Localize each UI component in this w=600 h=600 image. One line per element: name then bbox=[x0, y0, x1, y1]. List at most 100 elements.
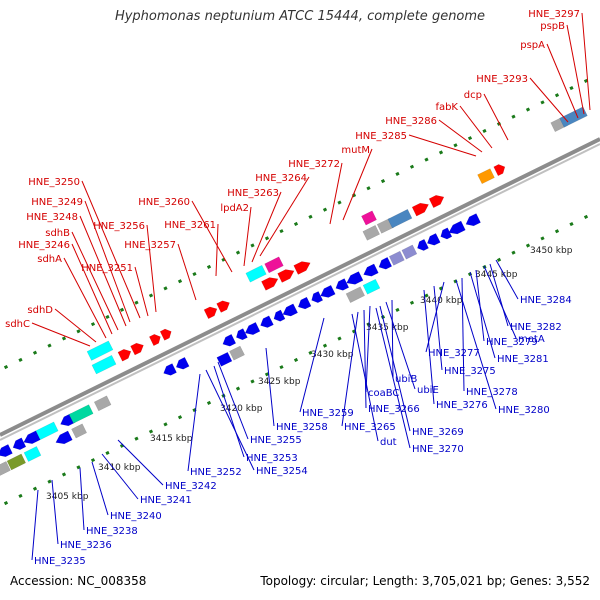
tick-mark-top bbox=[148, 293, 154, 298]
gene-label-bottom-leader bbox=[423, 289, 435, 405]
tick-mark-top bbox=[467, 136, 473, 141]
scale-label: 3415 kbp bbox=[150, 434, 193, 444]
tick-mark-bottom bbox=[496, 257, 502, 262]
accession-label: Accession: bbox=[10, 574, 74, 588]
gene-label-bottom-leader bbox=[31, 489, 39, 561]
reverse-gene bbox=[426, 233, 441, 246]
tick-mark-top bbox=[177, 279, 183, 284]
gene-label-top-leader bbox=[251, 191, 282, 263]
reverse-gene bbox=[346, 271, 364, 285]
forward-gene bbox=[477, 168, 495, 185]
tick-mark-bottom bbox=[279, 365, 284, 370]
tick-mark-top bbox=[192, 271, 197, 277]
tick-mark-top bbox=[453, 143, 458, 148]
gene-label-top-leader bbox=[79, 215, 127, 327]
gene-label-bottom-leader bbox=[187, 373, 201, 472]
genes-label: Genes: bbox=[509, 574, 552, 588]
reverse-gene-lower bbox=[216, 351, 233, 367]
gene-label-bottom: HNE_3235 bbox=[34, 556, 86, 567]
gene-label-bottom-leader bbox=[117, 439, 164, 486]
scale-label: 3410 kbp bbox=[98, 463, 141, 473]
gene-label-bottom-leader bbox=[433, 285, 443, 371]
genome-summary-footer: Topology: circular; Length: 3,705,021 bp… bbox=[260, 574, 590, 588]
tick-mark-top bbox=[119, 307, 125, 312]
gene-label-top-leader bbox=[342, 148, 373, 221]
reverse-gene bbox=[448, 220, 466, 235]
gene-label-bottom: HNE_3254 bbox=[256, 466, 308, 477]
gene-label-bottom-leader bbox=[391, 299, 394, 379]
scale-label: 3420 kbp bbox=[220, 404, 263, 414]
gene-label-bottom: HNE_3236 bbox=[60, 540, 112, 551]
gene-label-top-leader bbox=[566, 24, 585, 115]
topology-value: circular bbox=[320, 574, 365, 588]
tick-mark-bottom bbox=[395, 307, 400, 312]
tick-mark-top bbox=[424, 157, 429, 162]
gene-label-bottom-leader bbox=[351, 313, 379, 442]
gene-label-bottom: HNE_3276 bbox=[436, 400, 488, 411]
gene-label-top: dcp bbox=[464, 90, 482, 101]
gene-label-bottom-leader bbox=[265, 347, 275, 427]
forward-gene bbox=[261, 277, 279, 291]
tick-mark-top bbox=[134, 300, 139, 305]
reverse-gene bbox=[222, 333, 237, 347]
gene-label-bottom: HNE_3281 bbox=[497, 354, 549, 365]
gene-label-top: lpdA2 bbox=[220, 203, 249, 214]
reverse-gene-lower bbox=[362, 278, 381, 295]
forward-gene bbox=[216, 300, 230, 313]
tick-mark-top bbox=[525, 107, 531, 112]
reverse-gene bbox=[23, 430, 41, 444]
gene-label-bottom-leader bbox=[79, 467, 85, 531]
forward-gene bbox=[428, 195, 445, 209]
tick-mark-top bbox=[308, 214, 313, 219]
tick-mark-bottom bbox=[583, 214, 589, 219]
tick-mark-bottom bbox=[337, 336, 342, 341]
reverse-gene bbox=[273, 309, 286, 322]
gene-label-bottom: coaBC bbox=[368, 388, 399, 399]
tick-mark-top bbox=[322, 207, 328, 212]
gene-label-bottom: HNE_3253 bbox=[246, 453, 298, 464]
forward-gene bbox=[293, 261, 311, 275]
tick-mark-bottom bbox=[322, 343, 328, 348]
tick-mark-top bbox=[32, 350, 38, 355]
tick-mark-bottom bbox=[511, 250, 516, 255]
forward-gene bbox=[362, 224, 381, 241]
gene-label-bottom-leader bbox=[299, 317, 325, 413]
tick-mark-top bbox=[366, 186, 371, 191]
gene-label-bottom-leader bbox=[379, 305, 411, 432]
gene-label-bottom: HNE_3275 bbox=[444, 366, 496, 377]
gene-label-top-leader bbox=[81, 180, 141, 319]
reverse-gene bbox=[175, 356, 190, 370]
gene-label-bottom: HNE_3277 bbox=[428, 348, 480, 359]
reverse-gene bbox=[12, 437, 27, 450]
gene-label-bottom: HNE_3269 bbox=[412, 427, 464, 438]
gene-label-top: mutM bbox=[341, 145, 370, 156]
tick-mark-top bbox=[409, 164, 415, 169]
tick-mark-top bbox=[540, 100, 545, 105]
gene-label-top: HNE_3260 bbox=[138, 197, 190, 208]
tick-mark-bottom bbox=[235, 386, 241, 391]
gene-label-top-leader bbox=[54, 308, 97, 343]
gene-label-top-leader bbox=[177, 243, 197, 301]
gene-label-bottom: HNE_3282 bbox=[510, 322, 562, 333]
reverse-gene bbox=[35, 421, 59, 441]
gene-label-bottom: ubiB bbox=[395, 374, 417, 385]
gene-label-bottom: HNE_3278 bbox=[466, 387, 518, 398]
gene-label-top-leader bbox=[71, 231, 119, 331]
reverse-gene-lower bbox=[0, 461, 11, 476]
gene-label-bottom-leader bbox=[101, 453, 139, 500]
tick-mark-bottom bbox=[3, 500, 9, 506]
length-value: 3,705,021 bp bbox=[421, 574, 502, 588]
gene-label-top: HNE_3297 bbox=[528, 9, 580, 20]
tick-mark-bottom bbox=[177, 415, 183, 420]
gene-label-bottom-leader bbox=[375, 307, 411, 449]
gene-label-top: sdhC bbox=[5, 319, 30, 330]
genome-backbone-shadow bbox=[0, 143, 600, 441]
tick-mark-bottom bbox=[105, 450, 110, 456]
reverse-gene bbox=[388, 250, 405, 266]
tick-mark-bottom bbox=[424, 293, 429, 298]
reverse-gene-lower bbox=[23, 446, 42, 462]
gene-label-top-leader bbox=[63, 257, 107, 339]
gene-label-bottom: metA bbox=[518, 334, 545, 345]
tick-mark-top bbox=[90, 322, 96, 327]
